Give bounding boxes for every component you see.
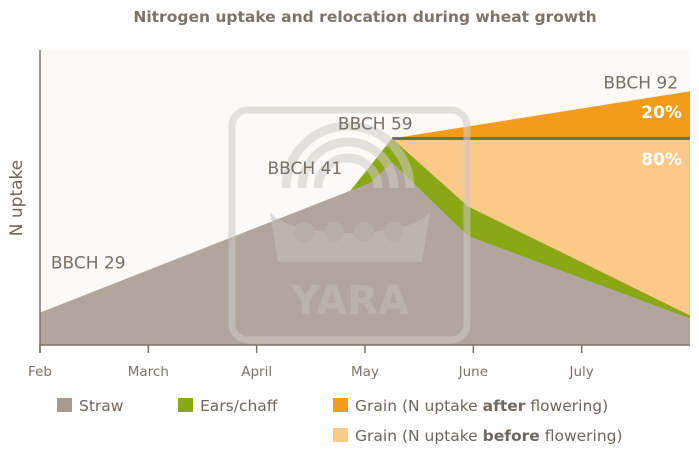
watermark-ship (270, 212, 430, 262)
x-tick-label: July (569, 364, 594, 380)
x-tick-label: May (351, 364, 379, 380)
x-tick-label: Feb (28, 364, 52, 380)
watermark-text: YARA (290, 278, 409, 324)
legend-label-part: Grain (N uptake (355, 397, 483, 415)
legend-label-part: Ears/chaff (200, 397, 278, 415)
legend-label-part: flowering) (540, 427, 623, 445)
stage-label: BBCH 41 (268, 159, 343, 179)
y-axis-label: N uptake (7, 160, 27, 236)
watermark-arc (281, 121, 415, 189)
x-tick-label: March (128, 364, 169, 380)
watermark-frame (228, 106, 471, 344)
legend-swatch (178, 398, 193, 412)
legend-label: Straw (79, 397, 124, 415)
legend-label-part: after (483, 397, 526, 415)
stage-label: BBCH 92 (603, 73, 678, 93)
chart-title: Nitrogen uptake and relocation during wh… (133, 8, 596, 26)
legend-label-part: Straw (79, 397, 124, 415)
legend-swatch (57, 398, 72, 412)
watermark-dot (384, 222, 404, 242)
watermark-arc (313, 153, 383, 189)
share-label: 20% (641, 103, 682, 123)
watermark-arc (297, 137, 399, 189)
x-tick-label: April (241, 364, 272, 380)
watermark-dot (294, 222, 314, 242)
stage-labels: BBCH 29 BBCH 41 BBCH 59 BBCH 92 20% 80% (51, 73, 682, 273)
stage-label: BBCH 59 (338, 115, 413, 135)
legend-label-part: Grain (N uptake (355, 427, 483, 445)
watermark-dot (354, 222, 374, 242)
legend-label: Grain (N uptake after flowering) (355, 397, 608, 415)
legend-swatch (333, 428, 348, 442)
legend-label-part: before (483, 427, 540, 445)
x-tick-label: June (458, 364, 488, 380)
watermark-dot (324, 222, 344, 242)
share-label: 80% (641, 150, 682, 170)
yara-watermark: YARA (228, 106, 471, 344)
legend: Straw Ears/chaff Grain (N uptake after flo… (57, 397, 623, 445)
x-axis-ticks: Feb March April May June July (28, 345, 594, 380)
legend-label-part: flowering) (525, 397, 608, 415)
stage-label: BBCH 29 (51, 253, 126, 273)
legend-swatch (333, 398, 348, 412)
legend-label: Grain (N uptake before flowering) (355, 427, 623, 445)
legend-label: Ears/chaff (200, 397, 278, 415)
